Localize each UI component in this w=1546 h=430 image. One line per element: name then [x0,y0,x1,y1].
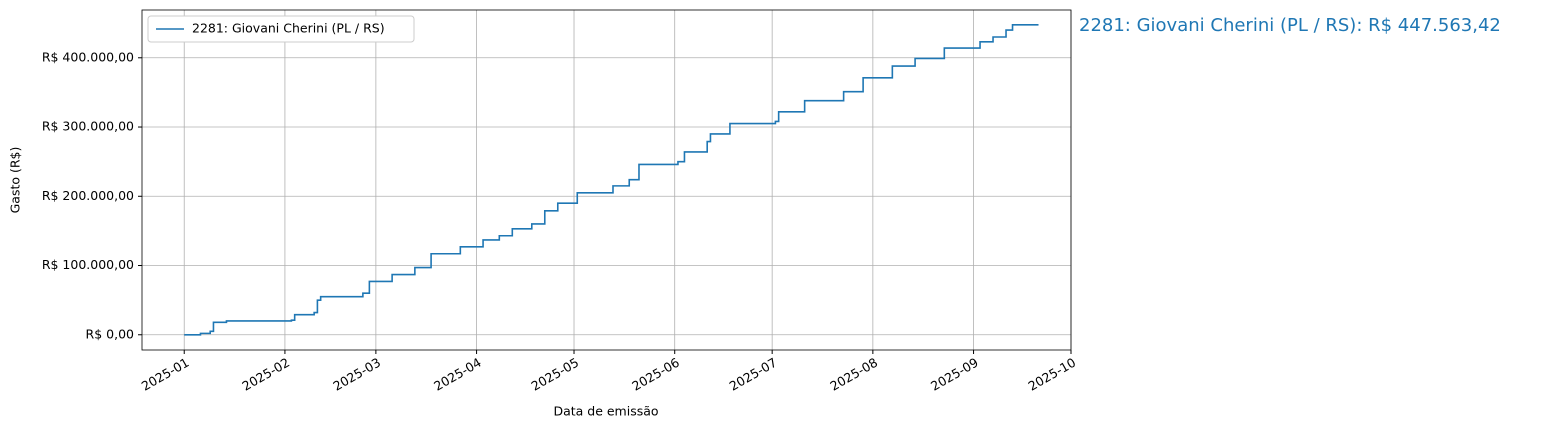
x-tick-label: 2025-10 [1026,355,1079,394]
plot-frame [141,9,1072,351]
y-tick-label: R$ 200.000,00 [42,188,134,203]
annotation: 2281: Giovani Cherini (PL / RS): R$ 447.… [1079,15,1501,36]
x-tick-label: 2025-09 [928,355,981,394]
x-tick-label: 2025-08 [827,355,880,394]
y-tick-label: R$ 100.000,00 [42,257,134,272]
legend: 2281: Giovani Cherini (PL / RS) [147,15,415,43]
x-tick-label: 2025-02 [239,355,292,394]
x-tick-label: 2025-01 [139,355,192,394]
x-tick-label: 2025-05 [529,355,582,394]
legend-box [147,15,415,43]
y-tick-label: R$ 300.000,00 [42,119,134,134]
x-tick-label: 2025-06 [629,355,682,394]
legend-label: 2281: Giovani Cherini (PL / RS) [192,21,385,36]
x-tick-label: 2025-07 [727,355,780,394]
y-tick-label: R$ 400.000,00 [42,49,134,64]
x-tick-label: 2025-04 [431,355,484,394]
series-line [184,24,1039,336]
y-tick-label: R$ 0,00 [86,326,134,341]
y-axis-title: Gasto (R$) [8,147,23,214]
x-tick-label: 2025-03 [330,355,383,394]
x-axis-title: Data de emissão [553,404,658,419]
